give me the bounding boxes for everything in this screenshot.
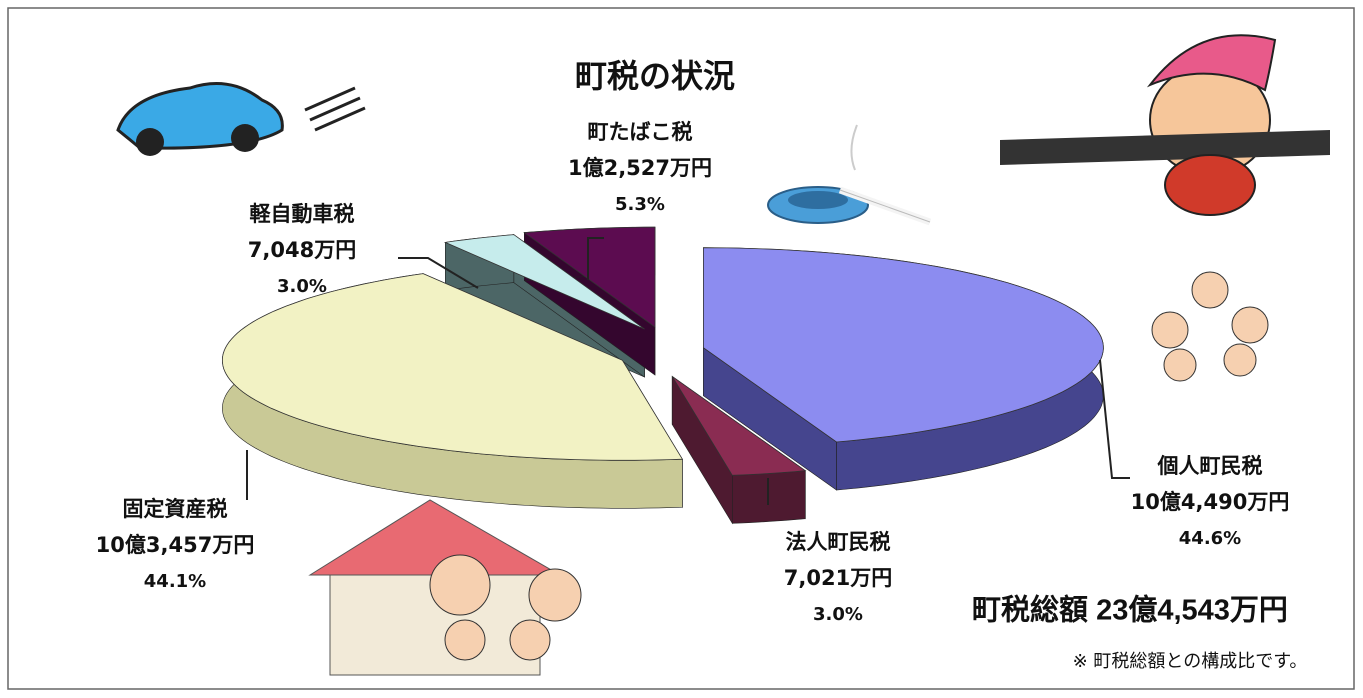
car-illustration [116,82,366,156]
slice-percent: 44.6% [1179,528,1241,549]
slice-name: 法人町民税 [786,530,891,554]
slice [443,234,645,330]
pie [221,226,1104,525]
people-illustration [1151,271,1269,382]
slice-percent: 44.1% [144,571,206,592]
slice [671,376,807,476]
slice-percent: 3.0% [813,604,863,625]
slice [221,273,684,461]
slice-amount: 10億3,457万円 [96,533,255,557]
total-label: 町税総額 23億4,543万円 [972,594,1288,627]
slice [523,226,656,328]
slice [703,247,1104,443]
slice-amount: 7,048万円 [248,238,356,262]
slice-amount: 1億2,527万円 [568,156,712,180]
slice-name: 町たばこ税 [588,120,693,144]
chart-title: 町税の状況 [575,57,735,95]
leader-lines [246,237,1130,505]
slice-name: 固定資産税 [123,497,228,521]
note: ※ 町税総額との構成比です。 [1073,651,1308,672]
house-illustration [308,499,582,676]
slice-amount: 10億4,490万円 [1131,490,1290,514]
slice-percent: 3.0% [277,276,327,297]
slice-name: 個人町民税 [1157,454,1263,478]
slice-amount: 7,021万円 [784,566,892,590]
mascot-illustration [1000,34,1330,216]
slice-percent: 5.3% [615,194,665,215]
ashtray-illustration [767,124,932,226]
slice-name: 軽自動車税 [250,202,355,226]
